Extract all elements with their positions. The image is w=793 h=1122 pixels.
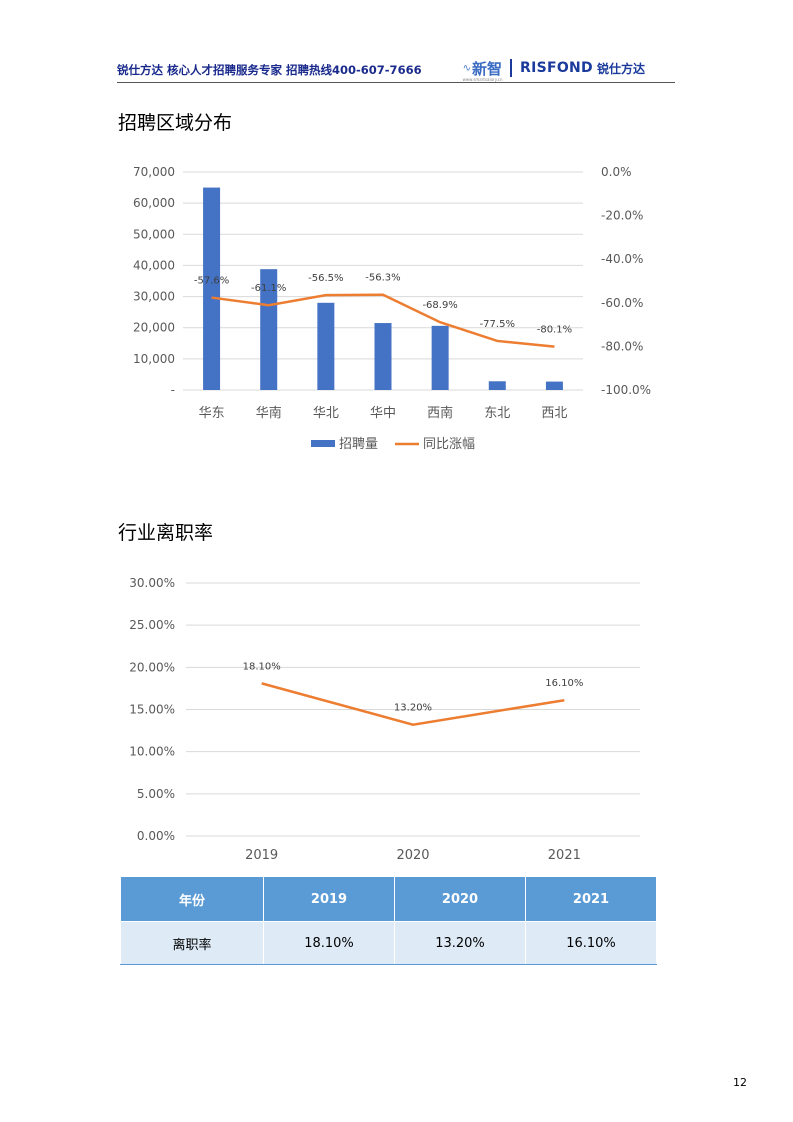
bar [431,325,449,390]
category-label: 2020 [396,848,429,863]
category-label: 2021 [548,848,581,863]
data-label: -80.1% [537,325,572,336]
right-tick-label: -80.0% [601,339,643,353]
left-tick-label: 50,000 [133,227,175,241]
y-tick-label: 5.00% [137,787,175,801]
legend-swatch-bar [311,440,335,447]
data-label: -57.6% [194,276,229,287]
category-label: 华北 [313,406,339,421]
category-label: 华中 [370,406,396,421]
smartsalary-url: www.smartsalary.cn [462,76,503,82]
right-tick-label: -40.0% [601,252,643,266]
right-tick-label: -100.0% [601,383,651,397]
table-cell: 18.10% [263,921,395,965]
data-label: -68.9% [422,300,457,311]
y-tick-label: 25.00% [129,618,175,632]
table-cell: 13.20% [394,921,526,965]
table-cell: 离职率 [120,921,264,965]
header-divider [117,82,675,83]
y-tick-label: 30.00% [129,576,175,590]
data-label: -61.1% [251,283,286,294]
category-label: 西北 [541,406,567,421]
data-label: -56.5% [308,273,343,284]
data-label: -56.3% [365,273,400,284]
legend-label: 同比涨幅 [423,437,475,452]
left-tick-label: 40,000 [133,258,175,272]
table-header-cell: 2021 [525,876,657,922]
data-label: 18.10% [243,661,281,672]
legend-label: 招聘量 [339,437,378,452]
left-tick-label: - [171,383,175,397]
table-header-row: 年份 2019 2020 2021 [120,876,657,922]
risfond-cn-name: 锐仕方达 [596,61,645,76]
page-header: 锐仕方达 核心人才招聘服务专家 招聘热线400-607-7666 ∿ 新智 ww… [117,56,675,82]
table-header-cell: 2019 [263,876,395,922]
table-cell: 16.10% [525,921,657,965]
turnover-line [261,682,565,726]
y-tick-label: 20.00% [129,660,175,674]
header-hotline-text: 锐仕方达 核心人才招聘服务专家 招聘热线400-607-7666 [117,63,422,77]
left-tick-label: 10,000 [133,352,175,366]
bar [317,302,335,390]
left-tick-label: 60,000 [133,196,175,210]
bar [203,187,221,390]
category-label: 华南 [256,405,282,421]
turnover-rate-chart: 30.00% 25.00% 20.00% 15.00% 10.00% 5.00% 0.00%… [129,576,640,863]
section-title-turnover: 行业离职率 [118,522,214,544]
risfond-logo: RISFOND [520,60,593,76]
section-title-region: 招聘区域分布 [118,112,233,134]
bar [260,269,278,390]
left-tick-label: 30,000 [133,290,175,304]
data-label: 13.20% [394,703,432,714]
left-tick-label: 70,000 [133,165,175,179]
y-tick-label: 10.00% [129,745,175,759]
right-tick-label: -20.0% [601,209,643,223]
smartsalary-logo: ∿ 新智 www.smartsalary.cn [462,58,503,82]
bar [545,381,563,390]
region-distribution-chart: 70,000 60,000 50,000 40,000 30,000 20,000 10,0… [133,165,651,452]
table-header-cell: 2020 [394,876,526,922]
data-label: 16.10% [545,678,583,689]
page-number: 12 [733,1076,747,1089]
left-tick-label: 20,000 [133,321,175,335]
bar [374,323,392,390]
category-label: 2019 [245,848,278,863]
right-tick-label: -60.0% [601,296,643,310]
bar [488,381,506,390]
table-row: 离职率 18.10% 13.20% 16.10% [120,921,657,965]
smartsalary-mark-icon: ∿ [462,62,471,74]
right-tick-label: 0.0% [601,165,632,179]
category-label: 东北 [484,406,510,421]
category-label: 华东 [199,406,225,421]
smartsalary-name: 新智 [471,59,502,78]
turnover-table: 年份 2019 2020 2021 离职率 18.10% 13.20% 16.1… [120,876,657,965]
category-label: 西南 [427,405,453,421]
data-label: -77.5% [480,319,515,330]
logo-area: ∿ 新智 www.smartsalary.cn RISFOND 锐仕方达 [462,56,645,82]
table-header-cell: 年份 [120,876,264,922]
y-tick-label: 15.00% [129,703,175,717]
growth-line [211,293,555,348]
logo-divider [510,59,512,77]
y-tick-label: 0.00% [137,829,175,843]
